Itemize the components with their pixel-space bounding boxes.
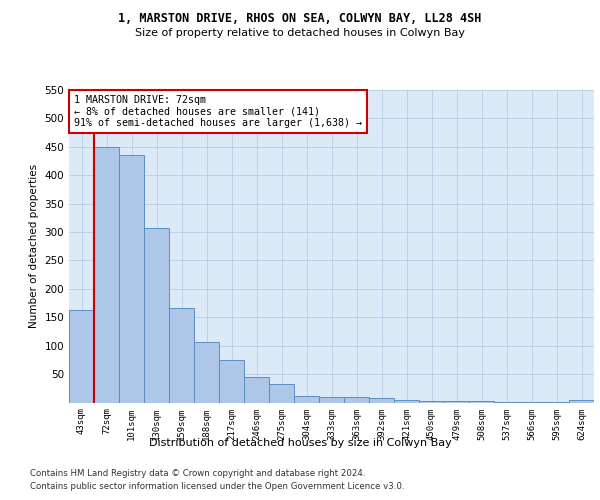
- Bar: [169, 308, 194, 402]
- Bar: [219, 360, 244, 403]
- Text: Size of property relative to detached houses in Colwyn Bay: Size of property relative to detached ho…: [135, 28, 465, 38]
- Text: 1 MARSTON DRIVE: 72sqm
← 8% of detached houses are smaller (141)
91% of semi-det: 1 MARSTON DRIVE: 72sqm ← 8% of detached …: [74, 94, 362, 128]
- Bar: [144, 228, 169, 402]
- Bar: [244, 377, 269, 402]
- Text: 1, MARSTON DRIVE, RHOS ON SEA, COLWYN BAY, LL28 4SH: 1, MARSTON DRIVE, RHOS ON SEA, COLWYN BA…: [118, 12, 482, 26]
- Bar: [269, 384, 294, 402]
- Text: Contains public sector information licensed under the Open Government Licence v3: Contains public sector information licen…: [30, 482, 404, 491]
- Text: Distribution of detached houses by size in Colwyn Bay: Distribution of detached houses by size …: [149, 438, 451, 448]
- Bar: [319, 398, 344, 402]
- Bar: [69, 310, 94, 402]
- Bar: [94, 147, 119, 403]
- Bar: [369, 398, 394, 402]
- Bar: [344, 398, 369, 402]
- Bar: [194, 342, 219, 402]
- Bar: [569, 400, 594, 402]
- Bar: [119, 156, 144, 402]
- Text: Contains HM Land Registry data © Crown copyright and database right 2024.: Contains HM Land Registry data © Crown c…: [30, 469, 365, 478]
- Bar: [294, 396, 319, 402]
- Y-axis label: Number of detached properties: Number of detached properties: [29, 164, 39, 328]
- Bar: [394, 400, 419, 402]
